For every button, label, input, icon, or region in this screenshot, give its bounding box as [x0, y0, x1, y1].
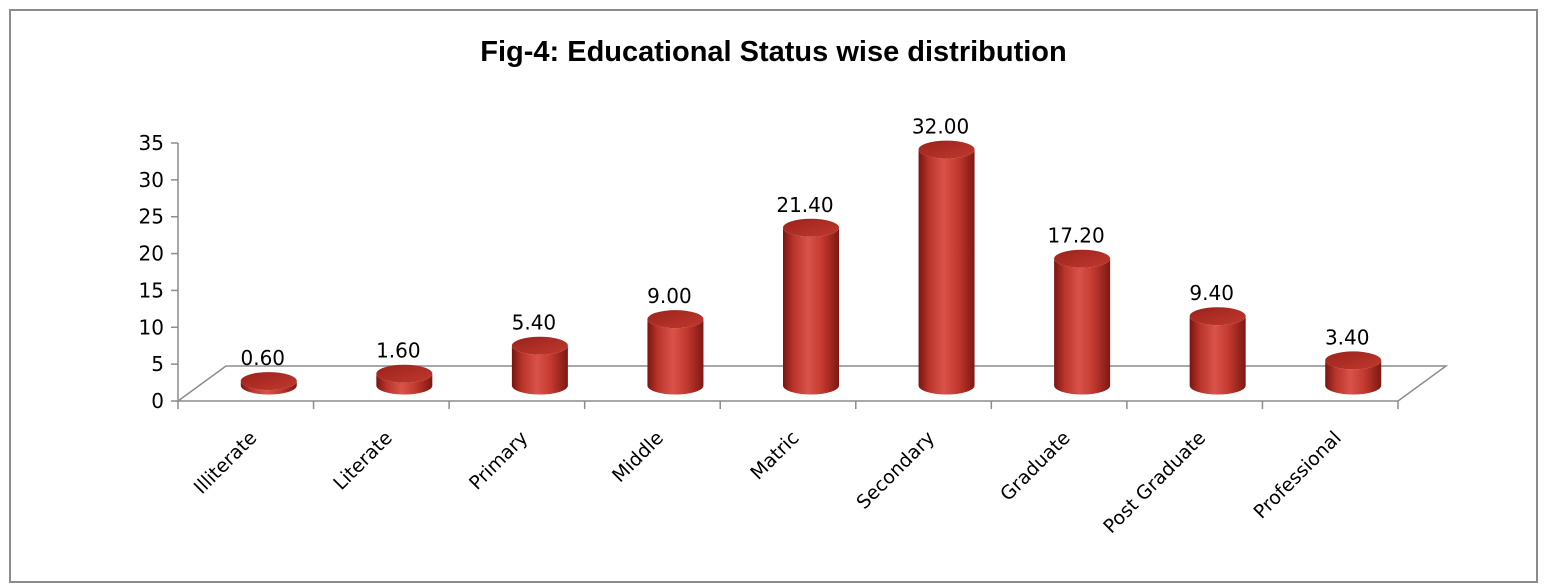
chart-frame [9, 9, 1538, 583]
bar-body [918, 149, 975, 395]
bar-top [918, 140, 975, 159]
data-label: 32.00 [912, 115, 969, 139]
data-label: 5.40 [512, 311, 557, 335]
bar-top [783, 218, 839, 237]
bar-top [240, 372, 297, 391]
bar-top [647, 310, 704, 329]
y-tick-label: 0 [151, 389, 164, 413]
bar-body [376, 373, 433, 395]
bar-body [1189, 316, 1246, 395]
bar [1189, 307, 1246, 395]
bar-body [647, 319, 704, 395]
y-tick-label: 25 [139, 205, 164, 229]
bars [240, 140, 1382, 395]
bar-top [1325, 351, 1382, 370]
category-label: Professional [1249, 427, 1345, 523]
category-label: Primary [465, 427, 532, 494]
bar-body [783, 227, 839, 395]
bar [918, 140, 975, 395]
category-label: Middle [608, 427, 668, 487]
y-tick-label: 10 [139, 315, 164, 339]
y-tick-label: 30 [139, 168, 164, 192]
bar [240, 372, 297, 395]
bar [511, 336, 568, 395]
data-label: 21.40 [776, 193, 833, 217]
bar [647, 310, 704, 395]
y-tick-label: 35 [139, 131, 164, 155]
data-label: 1.60 [376, 339, 421, 363]
data-label: 17.20 [1047, 224, 1104, 248]
bar [1325, 351, 1382, 395]
data-label: 3.40 [1325, 325, 1370, 349]
y-tick-label: 20 [139, 242, 164, 266]
category-label: Secondary [852, 427, 939, 514]
bar [783, 218, 839, 395]
bar [376, 364, 433, 395]
data-label: 9.00 [647, 284, 692, 308]
category-label: Matric [746, 427, 803, 484]
data-label: 9.40 [1189, 281, 1234, 305]
chart-title: Fig-4: Educational Status wise distribut… [480, 36, 1067, 68]
bar-body [240, 381, 297, 395]
data-label: 0.60 [241, 346, 286, 370]
category-label: Post Graduate [1099, 427, 1210, 538]
bar-top [511, 336, 568, 355]
bar [1054, 249, 1111, 395]
y-tick-label: 5 [151, 352, 164, 376]
bar-top [376, 364, 433, 383]
bar-top [1189, 307, 1246, 326]
category-label: Illiterate [190, 427, 262, 499]
bar-body [1054, 258, 1111, 395]
category-label: Graduate [996, 427, 1075, 506]
bar-body [511, 345, 568, 395]
bar-top [1054, 249, 1111, 268]
bar-body [1325, 360, 1382, 395]
category-label: Literate [329, 427, 397, 495]
axes: 0 5 10 15 20 25 30 35 [139, 131, 1449, 413]
y-tick-label: 15 [139, 278, 164, 302]
